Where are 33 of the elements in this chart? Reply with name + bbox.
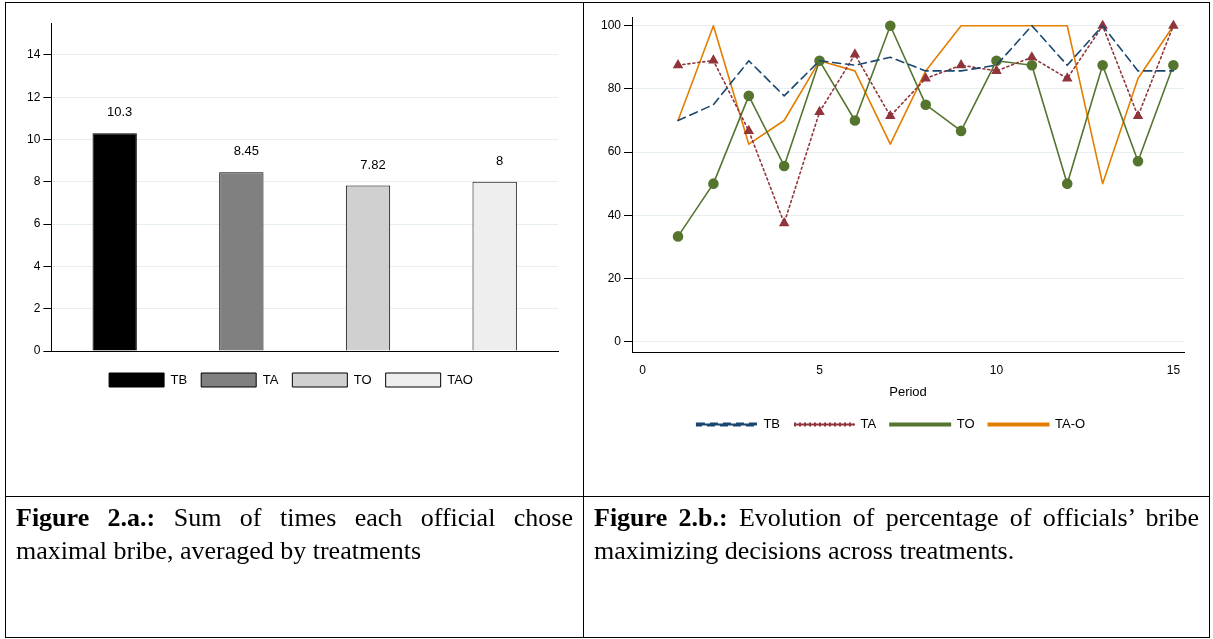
legend-label: TA (860, 416, 877, 432)
y-tick-label: 8 (33, 174, 41, 189)
data-label: 8 (496, 152, 504, 168)
legend-label: TA-O (1054, 416, 1086, 432)
x-tick-label: 10 (989, 362, 1004, 377)
y-tick-label: 4 (33, 258, 41, 273)
x-tick-label: 15 (1166, 362, 1181, 377)
y-tick-label: 14 (26, 47, 41, 62)
y-tick-label: 2 (33, 301, 41, 316)
caption: Figure 2.a.: Sum of times each official chose maximal bribe, averaged by treatments (16, 502, 573, 567)
y-tick-label: 60 (607, 144, 622, 159)
legend-label: TAO (447, 371, 473, 387)
data-label: 8.45 (233, 143, 259, 159)
legend-label: TB (763, 416, 781, 432)
y-tick-label: 40 (607, 207, 622, 222)
legend-label: TO (353, 371, 372, 387)
x-tick-label: 0 (639, 362, 647, 377)
x-tick-label: 5 (816, 362, 824, 377)
y-tick-label: 100 (600, 18, 622, 33)
legend-label: TB (170, 371, 188, 387)
y-tick-label: 0 (614, 333, 622, 348)
legend-label: TA (262, 371, 279, 387)
y-tick-label: 12 (26, 89, 41, 104)
y-tick-label: 80 (607, 81, 622, 96)
legend-label: TO (956, 416, 975, 432)
caption: Figure 2.b.: Evolution of percentage of officials’ bribe maximizing decisions across treatments. (594, 502, 1199, 567)
data-label: 10.3 (107, 104, 133, 120)
y-tick-label: 0 (33, 343, 41, 358)
x-axis-title: Period (889, 383, 927, 399)
y-tick-label: 20 (607, 270, 622, 285)
y-tick-label: 10 (26, 131, 41, 146)
y-tick-label: 6 (33, 216, 41, 231)
data-label: 7.82 (360, 156, 386, 172)
